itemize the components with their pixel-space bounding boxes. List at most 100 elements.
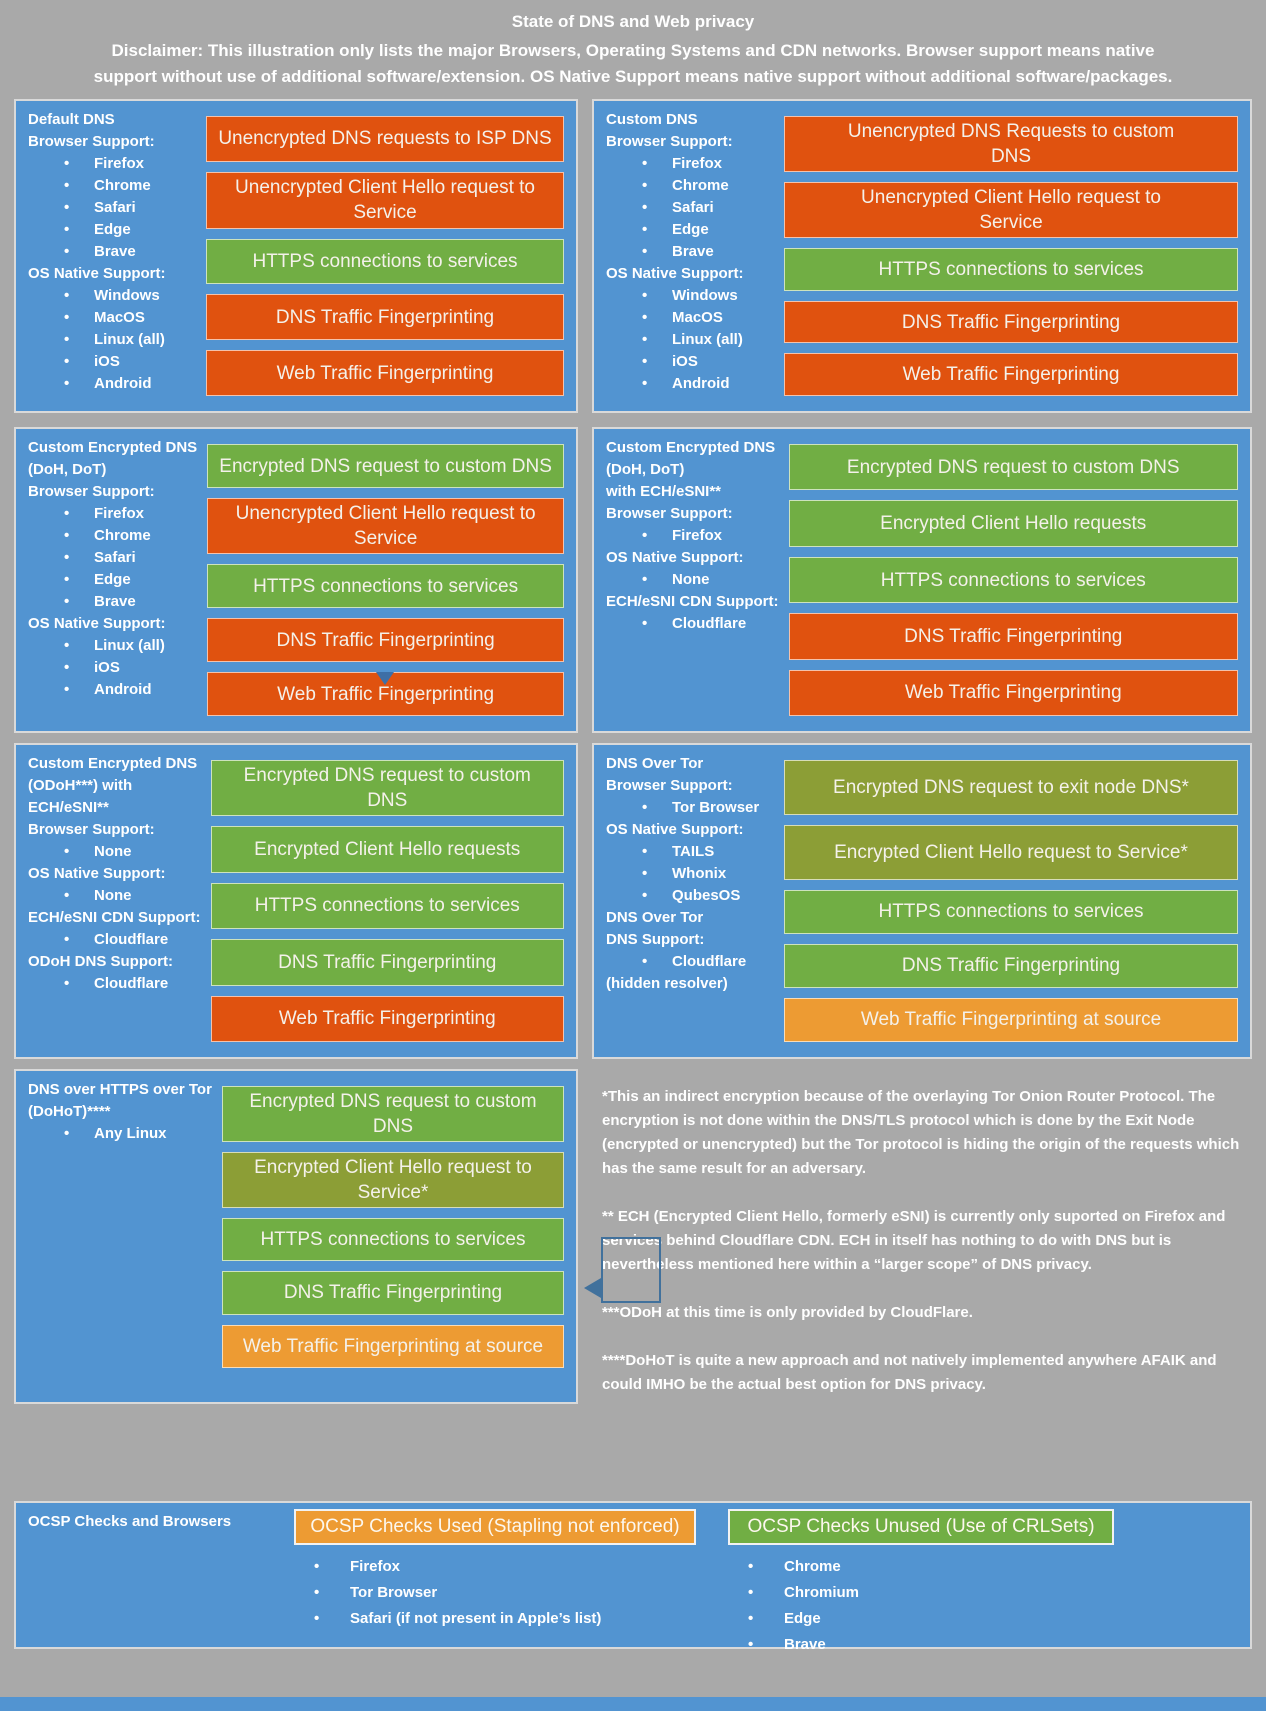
status-bar-orange: Unencrypted Client Hello request to Serv… bbox=[784, 182, 1238, 238]
info-bullet-item: Edge bbox=[28, 569, 197, 591]
info-bullet-item: QubesOS bbox=[606, 885, 774, 907]
info-bullet-item: Cloudflare bbox=[606, 951, 774, 973]
info-bullet-item: Linux (all) bbox=[606, 329, 774, 351]
info-bullet-item: Android bbox=[28, 373, 196, 395]
status-bar-green: HTTPS connections to services bbox=[221, 1218, 564, 1262]
list-item: Chromium bbox=[728, 1580, 1114, 1606]
status-bar-label: Unencrypted Client Hello request to Serv… bbox=[861, 187, 1161, 233]
ocsp-unused-header: OCSP Checks Unused (Use of CRLSets) bbox=[728, 1509, 1114, 1545]
status-bar-label: DNS Traffic Fingerprinting bbox=[901, 311, 1121, 333]
footnote-3: ***ODoH at this time is only provided by… bbox=[602, 1304, 973, 1321]
panel-custom-encrypted-dns-doh-dot: Custom Encrypted DNS (DoH, DoT) Browser Su… bbox=[14, 427, 578, 733]
status-bar-green: Encrypted DNS request to custom DNS bbox=[221, 1086, 564, 1142]
panel-default-dns: Default DNS Browser Support: FirefoxChrome… bbox=[14, 99, 578, 413]
status-bar-label: Web Traffic Fingerprinting at source bbox=[860, 1009, 1162, 1031]
info-bullet-item: Safari bbox=[606, 197, 774, 219]
status-bar-label: HTTPS connections to services bbox=[252, 251, 518, 273]
status-bar-green: DNS Traffic Fingerprinting bbox=[221, 1271, 564, 1315]
status-bar-orange: Web Traffic Fingerprinting bbox=[210, 995, 564, 1042]
info-bullet-item: MacOS bbox=[28, 307, 196, 329]
info-line: DNS over HTTPS over Tor bbox=[28, 1081, 212, 1098]
info-line: OS Native Support: bbox=[28, 865, 166, 882]
list-item: Edge bbox=[728, 1606, 1114, 1632]
info-bullet-item: Firefox bbox=[606, 525, 779, 547]
status-bar-green: Encrypted Client Hello requests bbox=[210, 826, 564, 873]
info-line: ECH/eSNI** bbox=[28, 799, 109, 816]
info-bullet-item: TAILS bbox=[606, 841, 774, 863]
status-bar-label: Unencrypted DNS Requests to custom DNS bbox=[847, 121, 1175, 167]
ocsp-used-list: FirefoxTor BrowserSafari (if not present… bbox=[294, 1554, 696, 1632]
footnote-2: ** ECH (Encrypted Client Hello, formerly… bbox=[602, 1208, 1226, 1273]
info-bullet-item: Edge bbox=[28, 219, 196, 241]
status-bar-orange: DNS Traffic Fingerprinting bbox=[206, 294, 564, 341]
status-bar-amber: Web Traffic Fingerprinting at source bbox=[221, 1324, 564, 1368]
info-line: DNS Over Tor bbox=[606, 755, 704, 772]
info-bullet-item: Windows bbox=[606, 285, 774, 307]
info-bullet-item: Chrome bbox=[28, 525, 197, 547]
status-bar-orange: Unencrypted DNS Requests to custom DNS bbox=[784, 116, 1238, 172]
info-bullet-item: None bbox=[28, 885, 201, 907]
panel-bars: Unencrypted DNS requests to ISP DNS Unenc… bbox=[196, 101, 576, 411]
status-bar-label: HTTPS connections to services bbox=[878, 258, 1144, 280]
list-item: Chrome bbox=[728, 1554, 1114, 1580]
info-line: OS Native Support: bbox=[28, 265, 166, 282]
status-bar-orange: Web Traffic Fingerprinting bbox=[206, 350, 564, 396]
info-bullet-item: Cloudflare bbox=[606, 613, 779, 635]
panel-bars: Encrypted DNS request to exit node DNS* E… bbox=[774, 745, 1250, 1057]
info-line: Custom Encrypted DNS bbox=[28, 439, 198, 456]
list-item: Firefox bbox=[294, 1554, 696, 1580]
info-line: OS Native Support: bbox=[606, 265, 744, 282]
status-bar-orange: Web Traffic Fingerprinting bbox=[784, 353, 1238, 397]
ocsp-title: OCSP Checks and Browsers bbox=[28, 1513, 232, 1530]
status-bar-label: Encrypted DNS request to exit node DNS* bbox=[833, 776, 1189, 798]
status-bar-green: HTTPS connections to services bbox=[784, 248, 1238, 291]
info-line: Custom Encrypted DNS bbox=[28, 755, 198, 772]
status-bar-green: HTTPS connections to services bbox=[210, 882, 564, 929]
info-line: (DoH, DoT) bbox=[28, 461, 107, 478]
info-bullet-item: Android bbox=[606, 373, 774, 395]
info-bullet-item: Firefox bbox=[28, 153, 196, 175]
status-bar-olive: Encrypted DNS request to exit node DNS* bbox=[784, 760, 1238, 815]
status-bar-green: HTTPS connections to services bbox=[784, 889, 1238, 934]
status-bar-label: Encrypted DNS request to custom DNS bbox=[249, 1091, 537, 1137]
status-bar-green: HTTPS connections to services bbox=[207, 564, 564, 608]
info-line: Default DNS bbox=[28, 111, 115, 128]
info-bullet-item: Firefox bbox=[28, 503, 197, 525]
info-line: Browser Support: bbox=[28, 821, 155, 838]
callout-pointer bbox=[584, 1278, 601, 1298]
status-bar-label: Encrypted DNS request to custom DNS bbox=[243, 765, 531, 811]
status-bar-orange: Unencrypted Client Hello request to Serv… bbox=[206, 171, 564, 229]
panel-dns-over-tor: DNS Over Tor Browser Support: Tor Browser O… bbox=[592, 743, 1252, 1059]
status-bar-orange: DNS Traffic Fingerprinting bbox=[207, 618, 564, 662]
info-bullet-item: Linux (all) bbox=[28, 329, 196, 351]
status-bar-orange: Unencrypted Client Hello request to Serv… bbox=[207, 498, 564, 554]
info-line: (DoHoT)**** bbox=[28, 1103, 111, 1120]
status-bar-green: HTTPS connections to services bbox=[788, 556, 1238, 604]
info-bullet-item: Safari bbox=[28, 547, 197, 569]
status-bar-green: DNS Traffic Fingerprinting bbox=[784, 943, 1238, 988]
footnote-4: ****DoHoT is quite a new approach and no… bbox=[602, 1352, 1217, 1393]
down-arrow-marker bbox=[376, 672, 394, 685]
row-3: Custom Encrypted DNS (ODoH***) with ECH/eS… bbox=[14, 743, 1252, 1059]
status-bar-label: Web Traffic Fingerprinting bbox=[904, 682, 1122, 704]
info-bullet-item: Whonix bbox=[606, 863, 774, 885]
info-bullet-item: Chrome bbox=[606, 175, 774, 197]
ocsp-used-header: OCSP Checks Used (Stapling not enforced) bbox=[294, 1509, 696, 1545]
info-bullet-item: iOS bbox=[28, 657, 197, 679]
panel-info: DNS Over Tor Browser Support: Tor Browser O… bbox=[594, 745, 774, 1057]
info-line: OS Native Support: bbox=[28, 615, 166, 632]
status-bar-label: Encrypted DNS request to custom DNS bbox=[846, 456, 1180, 478]
info-bullet-item: Firefox bbox=[606, 153, 774, 175]
status-bar-label: Encrypted Client Hello requests bbox=[880, 513, 1147, 535]
status-bar-label: DNS Traffic Fingerprinting bbox=[275, 306, 495, 328]
status-bar-green: HTTPS connections to services bbox=[206, 238, 564, 285]
info-bullet-item: Brave bbox=[606, 241, 774, 263]
info-bullet-item: Any Linux bbox=[28, 1123, 212, 1145]
status-bar-label: Web Traffic Fingerprinting bbox=[278, 1008, 496, 1030]
info-bullet-item: None bbox=[28, 841, 201, 863]
status-bar-green: Encrypted Client Hello requests bbox=[788, 500, 1238, 547]
ocsp-used-column: OCSP Checks Used (Stapling not enforced)… bbox=[294, 1509, 696, 1632]
panel-bars: Encrypted DNS request to custom DNS Encry… bbox=[212, 1071, 576, 1402]
